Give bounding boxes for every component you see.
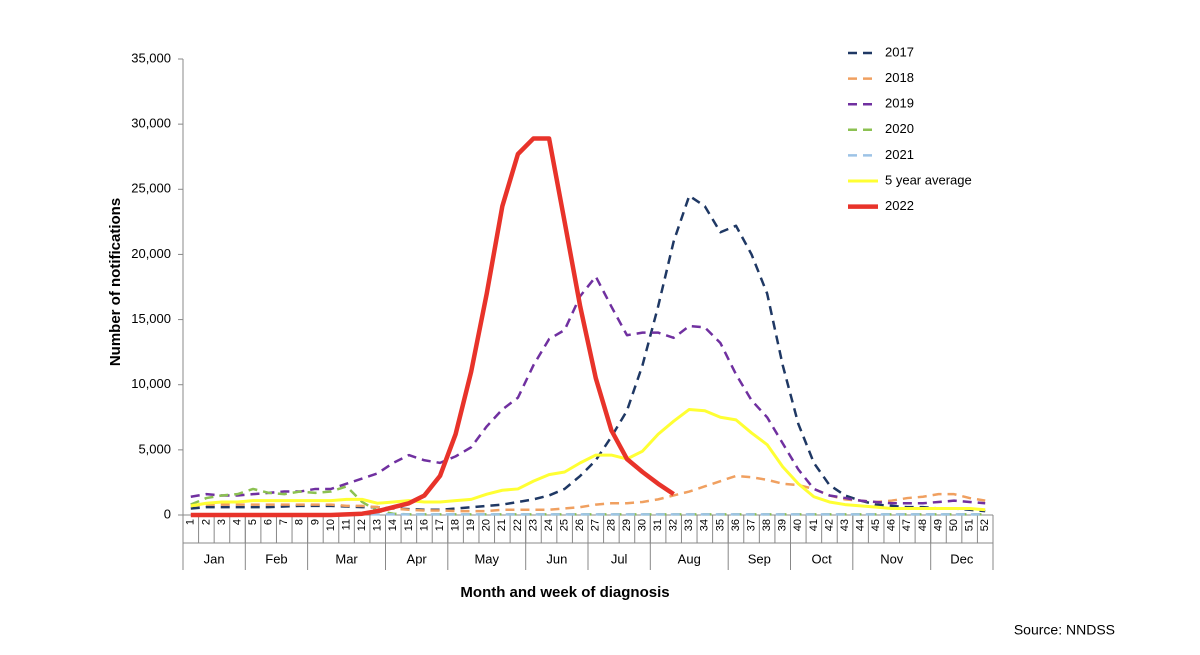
x-tick-label: 20 xyxy=(481,519,493,531)
x-tick-label: 13 xyxy=(372,519,384,531)
month-label: Jun xyxy=(546,551,567,566)
y-tick-label: 5,000 xyxy=(138,441,171,456)
x-tick-label: 4 xyxy=(231,519,243,525)
x-tick-label: 31 xyxy=(652,519,664,531)
x-tick-label: 47 xyxy=(901,519,913,531)
x-tick-label: 23 xyxy=(527,519,539,531)
x-tick-label: 29 xyxy=(621,519,633,531)
x-tick-label: 51 xyxy=(964,519,976,531)
y-tick-label: 10,000 xyxy=(131,376,171,391)
month-label: Jul xyxy=(611,551,628,566)
y-tick-label: 20,000 xyxy=(131,246,171,261)
month-label: Sep xyxy=(748,551,771,566)
x-axis-title: Month and week of diagnosis xyxy=(460,584,669,601)
x-tick-label: 49 xyxy=(932,519,944,531)
x-tick-label: 19 xyxy=(465,519,477,531)
source-note: Source: NNDSS xyxy=(1014,622,1115,638)
month-label: Feb xyxy=(265,551,287,566)
x-tick-label: 9 xyxy=(309,519,321,525)
legend-label: 5 year average xyxy=(885,172,972,187)
x-tick-label: 26 xyxy=(574,519,586,531)
series-line xyxy=(190,474,986,513)
x-tick-label: 37 xyxy=(745,519,757,531)
x-tick-label: 6 xyxy=(263,519,275,525)
x-tick-label: 16 xyxy=(418,519,430,531)
x-tick-label: 32 xyxy=(668,519,680,531)
series-line xyxy=(190,275,986,505)
month-label: May xyxy=(474,551,499,566)
x-tick-label: 46 xyxy=(886,519,898,531)
x-tick-label: 40 xyxy=(792,519,804,531)
legend-label: 2018 xyxy=(885,70,914,85)
x-tick-label: 44 xyxy=(855,519,867,531)
month-label: Mar xyxy=(335,551,358,566)
x-tick-label: 35 xyxy=(714,519,726,531)
x-tick-label: 17 xyxy=(434,519,446,531)
y-tick-label: 0 xyxy=(164,506,171,521)
x-tick-label: 42 xyxy=(823,519,835,531)
x-tick-label: 36 xyxy=(730,519,742,531)
x-tick-label: 3 xyxy=(216,519,228,525)
month-label: Dec xyxy=(950,551,974,566)
x-tick-label: 18 xyxy=(450,519,462,531)
x-tick-label: 12 xyxy=(356,519,368,531)
x-tick-label: 8 xyxy=(294,519,306,525)
legend-label: 2020 xyxy=(885,121,914,136)
series-line xyxy=(190,407,986,512)
x-tick-label: 45 xyxy=(870,519,882,531)
x-tick-label: 25 xyxy=(559,519,571,531)
month-label: Oct xyxy=(812,551,833,566)
x-tick-label: 14 xyxy=(387,519,399,531)
y-axis-title: Number of notifications xyxy=(107,198,124,366)
x-tick-label: 48 xyxy=(917,519,929,531)
month-label: Apr xyxy=(407,551,428,566)
legend-label: 2019 xyxy=(885,96,914,111)
legend-label: 2021 xyxy=(885,147,914,162)
y-tick-label: 15,000 xyxy=(131,311,171,326)
x-tick-label: 39 xyxy=(777,519,789,531)
month-label: Nov xyxy=(880,551,904,566)
y-tick-label: 25,000 xyxy=(131,181,171,196)
x-tick-label: 30 xyxy=(636,519,648,531)
month-label: Aug xyxy=(678,551,701,566)
x-tick-label: 38 xyxy=(761,519,773,531)
x-tick-label: 52 xyxy=(979,519,991,531)
x-tick-label: 5 xyxy=(247,519,259,525)
series-line xyxy=(190,136,675,518)
legend-label: 2017 xyxy=(885,44,914,59)
month-label: Jan xyxy=(204,551,225,566)
x-tick-label: 7 xyxy=(278,519,290,525)
x-tick-label: 24 xyxy=(543,519,555,531)
series-line xyxy=(190,194,986,513)
x-tick-label: 10 xyxy=(325,519,337,531)
x-tick-label: 50 xyxy=(948,519,960,531)
x-tick-label: 2 xyxy=(200,519,212,525)
x-tick-label: 41 xyxy=(808,519,820,531)
x-tick-label: 34 xyxy=(699,519,711,531)
x-tick-label: 11 xyxy=(340,519,352,530)
y-tick-label: 35,000 xyxy=(131,50,171,65)
x-tick-label: 15 xyxy=(403,519,415,531)
x-tick-label: 28 xyxy=(605,519,617,531)
x-tick-label: 21 xyxy=(496,519,508,531)
x-tick-label: 33 xyxy=(683,519,695,531)
y-tick-label: 30,000 xyxy=(131,116,171,131)
x-tick-label: 1 xyxy=(185,519,197,525)
x-tick-label: 27 xyxy=(590,519,602,531)
x-tick-label: 22 xyxy=(512,519,524,531)
legend-label: 2022 xyxy=(885,198,914,213)
x-tick-label: 43 xyxy=(839,519,851,531)
